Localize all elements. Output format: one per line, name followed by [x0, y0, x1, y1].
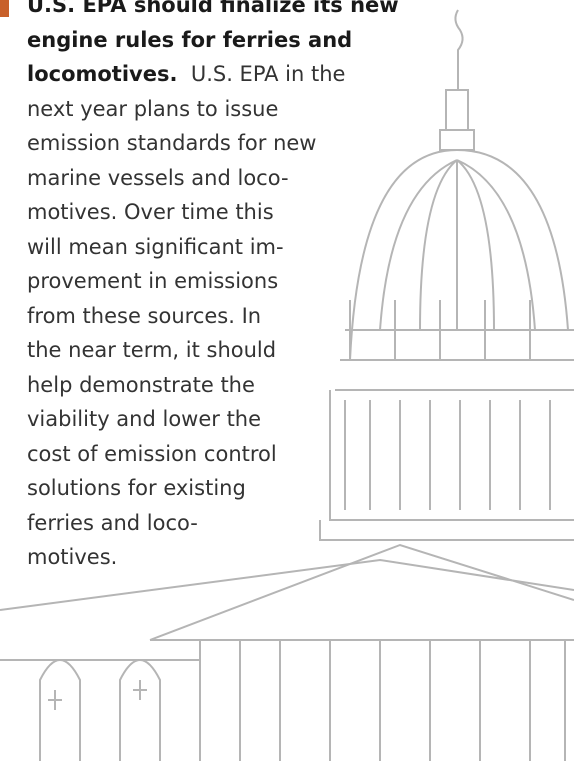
heading: U.S. EPA should finalize its new [27, 0, 399, 17]
heading: engine rules for ferries and [27, 28, 352, 52]
body-text: from these sources. In [27, 299, 399, 334]
text-line: locomotives. U.S. EPA in the [27, 57, 399, 92]
page: U.S. EPA should finalize its new engine r… [0, 0, 574, 761]
body-text: cost of emission control [27, 437, 399, 472]
body-text: ferries and loco- [27, 506, 399, 541]
text-line: U.S. EPA should finalize its new [27, 0, 399, 23]
body-text: solutions for existing [27, 471, 399, 506]
body-text: the near term, it should [27, 333, 399, 368]
body-text: viability and lower the [27, 402, 399, 437]
body-text: motives. [27, 540, 399, 575]
body-text: will mean significant im- [27, 230, 399, 265]
bullet [0, 0, 9, 17]
body-text: next year plans to issue [27, 92, 399, 127]
body-text: U.S. EPA in the [191, 62, 346, 86]
body-text: marine vessels and loco- [27, 161, 399, 196]
article-text: U.S. EPA should finalize its new engine r… [27, 0, 399, 575]
heading: locomotives. [27, 62, 177, 86]
text-line: engine rules for ferries and [27, 23, 399, 58]
body-text: help demonstrate the [27, 368, 399, 403]
body-text: motives. Over time this [27, 195, 399, 230]
body-text: emission standards for new [27, 126, 399, 161]
body-text: provement in emissions [27, 264, 399, 299]
